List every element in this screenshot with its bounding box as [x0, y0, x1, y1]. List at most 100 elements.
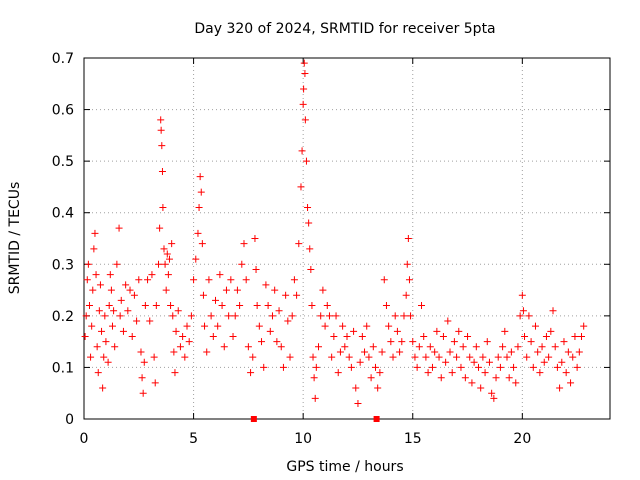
data-point: [236, 302, 244, 310]
data-point: [437, 374, 445, 382]
data-point: [404, 235, 412, 242]
data-point: [222, 286, 230, 294]
data-point: [464, 332, 472, 340]
data-point: [494, 353, 502, 361]
x-tick-label: 0: [80, 431, 89, 447]
data-point: [171, 369, 179, 377]
data-point: [367, 374, 375, 382]
y-axis-label: SRMTID / TECUs: [7, 182, 23, 295]
data-point: [96, 281, 104, 289]
data-point: [450, 338, 458, 346]
data-point: [380, 276, 388, 284]
data-point: [102, 338, 110, 346]
data-point: [194, 229, 202, 237]
data-point: [391, 312, 399, 320]
data-point: [155, 260, 163, 268]
data-point: [252, 265, 260, 273]
data-point: [317, 312, 325, 320]
data-point: [542, 332, 550, 340]
y-tick-label: 0: [65, 412, 74, 428]
data-point: [523, 353, 531, 361]
data-point: [407, 312, 415, 320]
data-point: [435, 353, 443, 361]
data-point: [549, 307, 557, 315]
data-point: [325, 312, 333, 320]
data-point: [264, 302, 272, 310]
data-point: [393, 327, 401, 335]
data-point: [433, 327, 441, 335]
y-tick-label: 0.7: [52, 51, 74, 67]
data-point: [212, 296, 219, 304]
data-point: [580, 322, 588, 330]
data-point: [499, 343, 507, 351]
data-point: [538, 343, 546, 351]
data-point: [82, 312, 90, 320]
data-point: [575, 348, 583, 356]
data-point: [156, 224, 164, 232]
data-point: [277, 343, 285, 351]
data-point: [162, 286, 170, 294]
data-point: [424, 369, 432, 377]
data-point: [420, 332, 428, 340]
chart-title: Day 320 of 2024, SRMTID for receiver 5pt…: [194, 21, 495, 37]
data-point: [512, 379, 520, 387]
data-point: [148, 271, 156, 279]
data-point: [139, 389, 147, 397]
data-point: [124, 307, 132, 315]
data-point: [547, 327, 555, 335]
data-point: [345, 353, 353, 361]
data-point: [260, 363, 268, 371]
data-point: [83, 276, 91, 284]
data-point: [315, 343, 323, 351]
data-point: [354, 400, 362, 408]
data-point: [334, 369, 342, 377]
data-point: [301, 116, 309, 124]
data-point: [100, 353, 108, 361]
x-tick-labels: 0 5 10 15 20: [80, 431, 532, 447]
data-point: [105, 302, 113, 310]
data-point: [492, 374, 500, 382]
data-point: [233, 286, 241, 294]
data-point: [510, 363, 518, 371]
data-point: [168, 240, 176, 248]
data-point: [158, 142, 166, 150]
data-point: [490, 394, 498, 402]
x-tick-label: 20: [513, 431, 531, 447]
data-point: [183, 322, 191, 330]
data-point: [356, 358, 364, 366]
x-tick-label: 15: [404, 431, 422, 447]
data-point: [81, 332, 89, 340]
data-point: [293, 291, 301, 299]
data-point: [558, 358, 566, 366]
data-point: [225, 312, 233, 320]
data-point: [93, 343, 101, 351]
data-point: [507, 348, 515, 356]
data-point: [266, 327, 274, 335]
data-point: [244, 343, 252, 351]
data-point: [104, 358, 112, 366]
data-point: [205, 276, 213, 284]
data-point: [181, 353, 189, 361]
data-point: [164, 271, 172, 279]
data-point: [488, 389, 496, 397]
data-point: [84, 260, 92, 268]
data-point: [220, 343, 228, 351]
baseline-marker: [250, 416, 257, 422]
data-point: [339, 322, 347, 330]
data-point: [108, 322, 116, 330]
data-point: [453, 353, 461, 361]
data-point: [396, 348, 404, 356]
data-point: [567, 379, 575, 387]
data-point: [455, 327, 463, 335]
data-point: [209, 332, 217, 340]
data-point: [571, 332, 579, 340]
data-point: [343, 332, 351, 340]
data-point: [323, 302, 331, 310]
data-point: [527, 338, 535, 346]
data-point: [169, 312, 177, 320]
data-point: [159, 204, 167, 212]
data-point: [551, 343, 559, 351]
data-point: [85, 302, 93, 310]
data-point: [161, 260, 169, 268]
